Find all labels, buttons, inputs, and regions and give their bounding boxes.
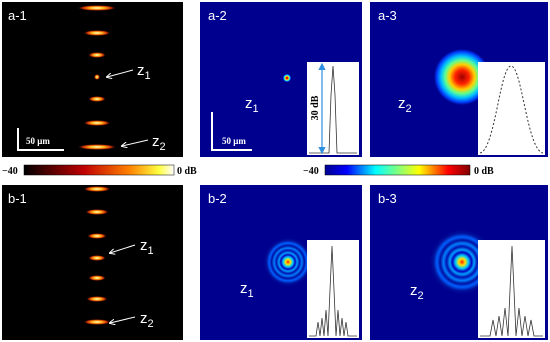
scale-bar-label: 50 μm: [222, 136, 246, 146]
text: z: [240, 280, 248, 297]
panel-bg: [2, 185, 183, 340]
text: z: [245, 95, 253, 112]
panel-bg: [2, 2, 183, 157]
annotation: z2: [140, 310, 154, 330]
annotation: z1: [245, 95, 259, 115]
text: 1: [148, 245, 154, 257]
text: z: [398, 95, 406, 112]
panel-label: b-3: [378, 191, 397, 206]
text: z: [140, 310, 148, 327]
text: z: [410, 282, 418, 299]
text: 2: [418, 290, 424, 302]
annotation: z2: [152, 133, 166, 153]
text: 2: [148, 318, 154, 330]
text: z: [140, 237, 148, 254]
panel-label: b-2: [208, 191, 227, 206]
panel-b2: b-2 z1: [200, 185, 362, 340]
colorbar-max: 0 dB: [177, 166, 197, 177]
text: 2: [406, 103, 412, 115]
annotation: z2: [398, 95, 412, 115]
colorbar-jet: −40 0 dB: [303, 164, 494, 177]
annotation: z1: [240, 280, 254, 300]
panel-label: a-1: [8, 8, 27, 23]
panel-label: a-2: [208, 8, 227, 23]
annotation: z1: [140, 237, 154, 257]
text: 1: [248, 288, 254, 300]
annotation: z1: [137, 62, 151, 82]
colorbar-min: −40: [2, 166, 18, 177]
inset-label: 30 dB: [310, 95, 321, 120]
text: z: [137, 62, 145, 79]
panel-b1: b-1 z1 z2: [2, 185, 183, 340]
panel-label: b-1: [8, 191, 27, 206]
colorbar-min: −40: [303, 166, 319, 177]
panel-a2: 30 dB a-2 z1 50 μm: [200, 2, 362, 157]
colorbar-hot: −40 0 dB: [2, 164, 197, 177]
panel-a1: a-1 z1 z2 50 μm: [2, 2, 183, 157]
panel-b3: b-3 z2: [370, 185, 548, 340]
colorbar-max: 0 dB: [474, 166, 494, 177]
scale-bar-label: 50 μm: [26, 136, 50, 146]
panel-label: a-3: [378, 8, 397, 23]
text: 1: [145, 70, 151, 82]
panel-a3: a-3 z2: [370, 2, 548, 157]
text: 1: [253, 103, 259, 115]
text: 2: [160, 141, 166, 153]
annotation: z2: [410, 282, 424, 302]
text: z: [152, 133, 160, 150]
